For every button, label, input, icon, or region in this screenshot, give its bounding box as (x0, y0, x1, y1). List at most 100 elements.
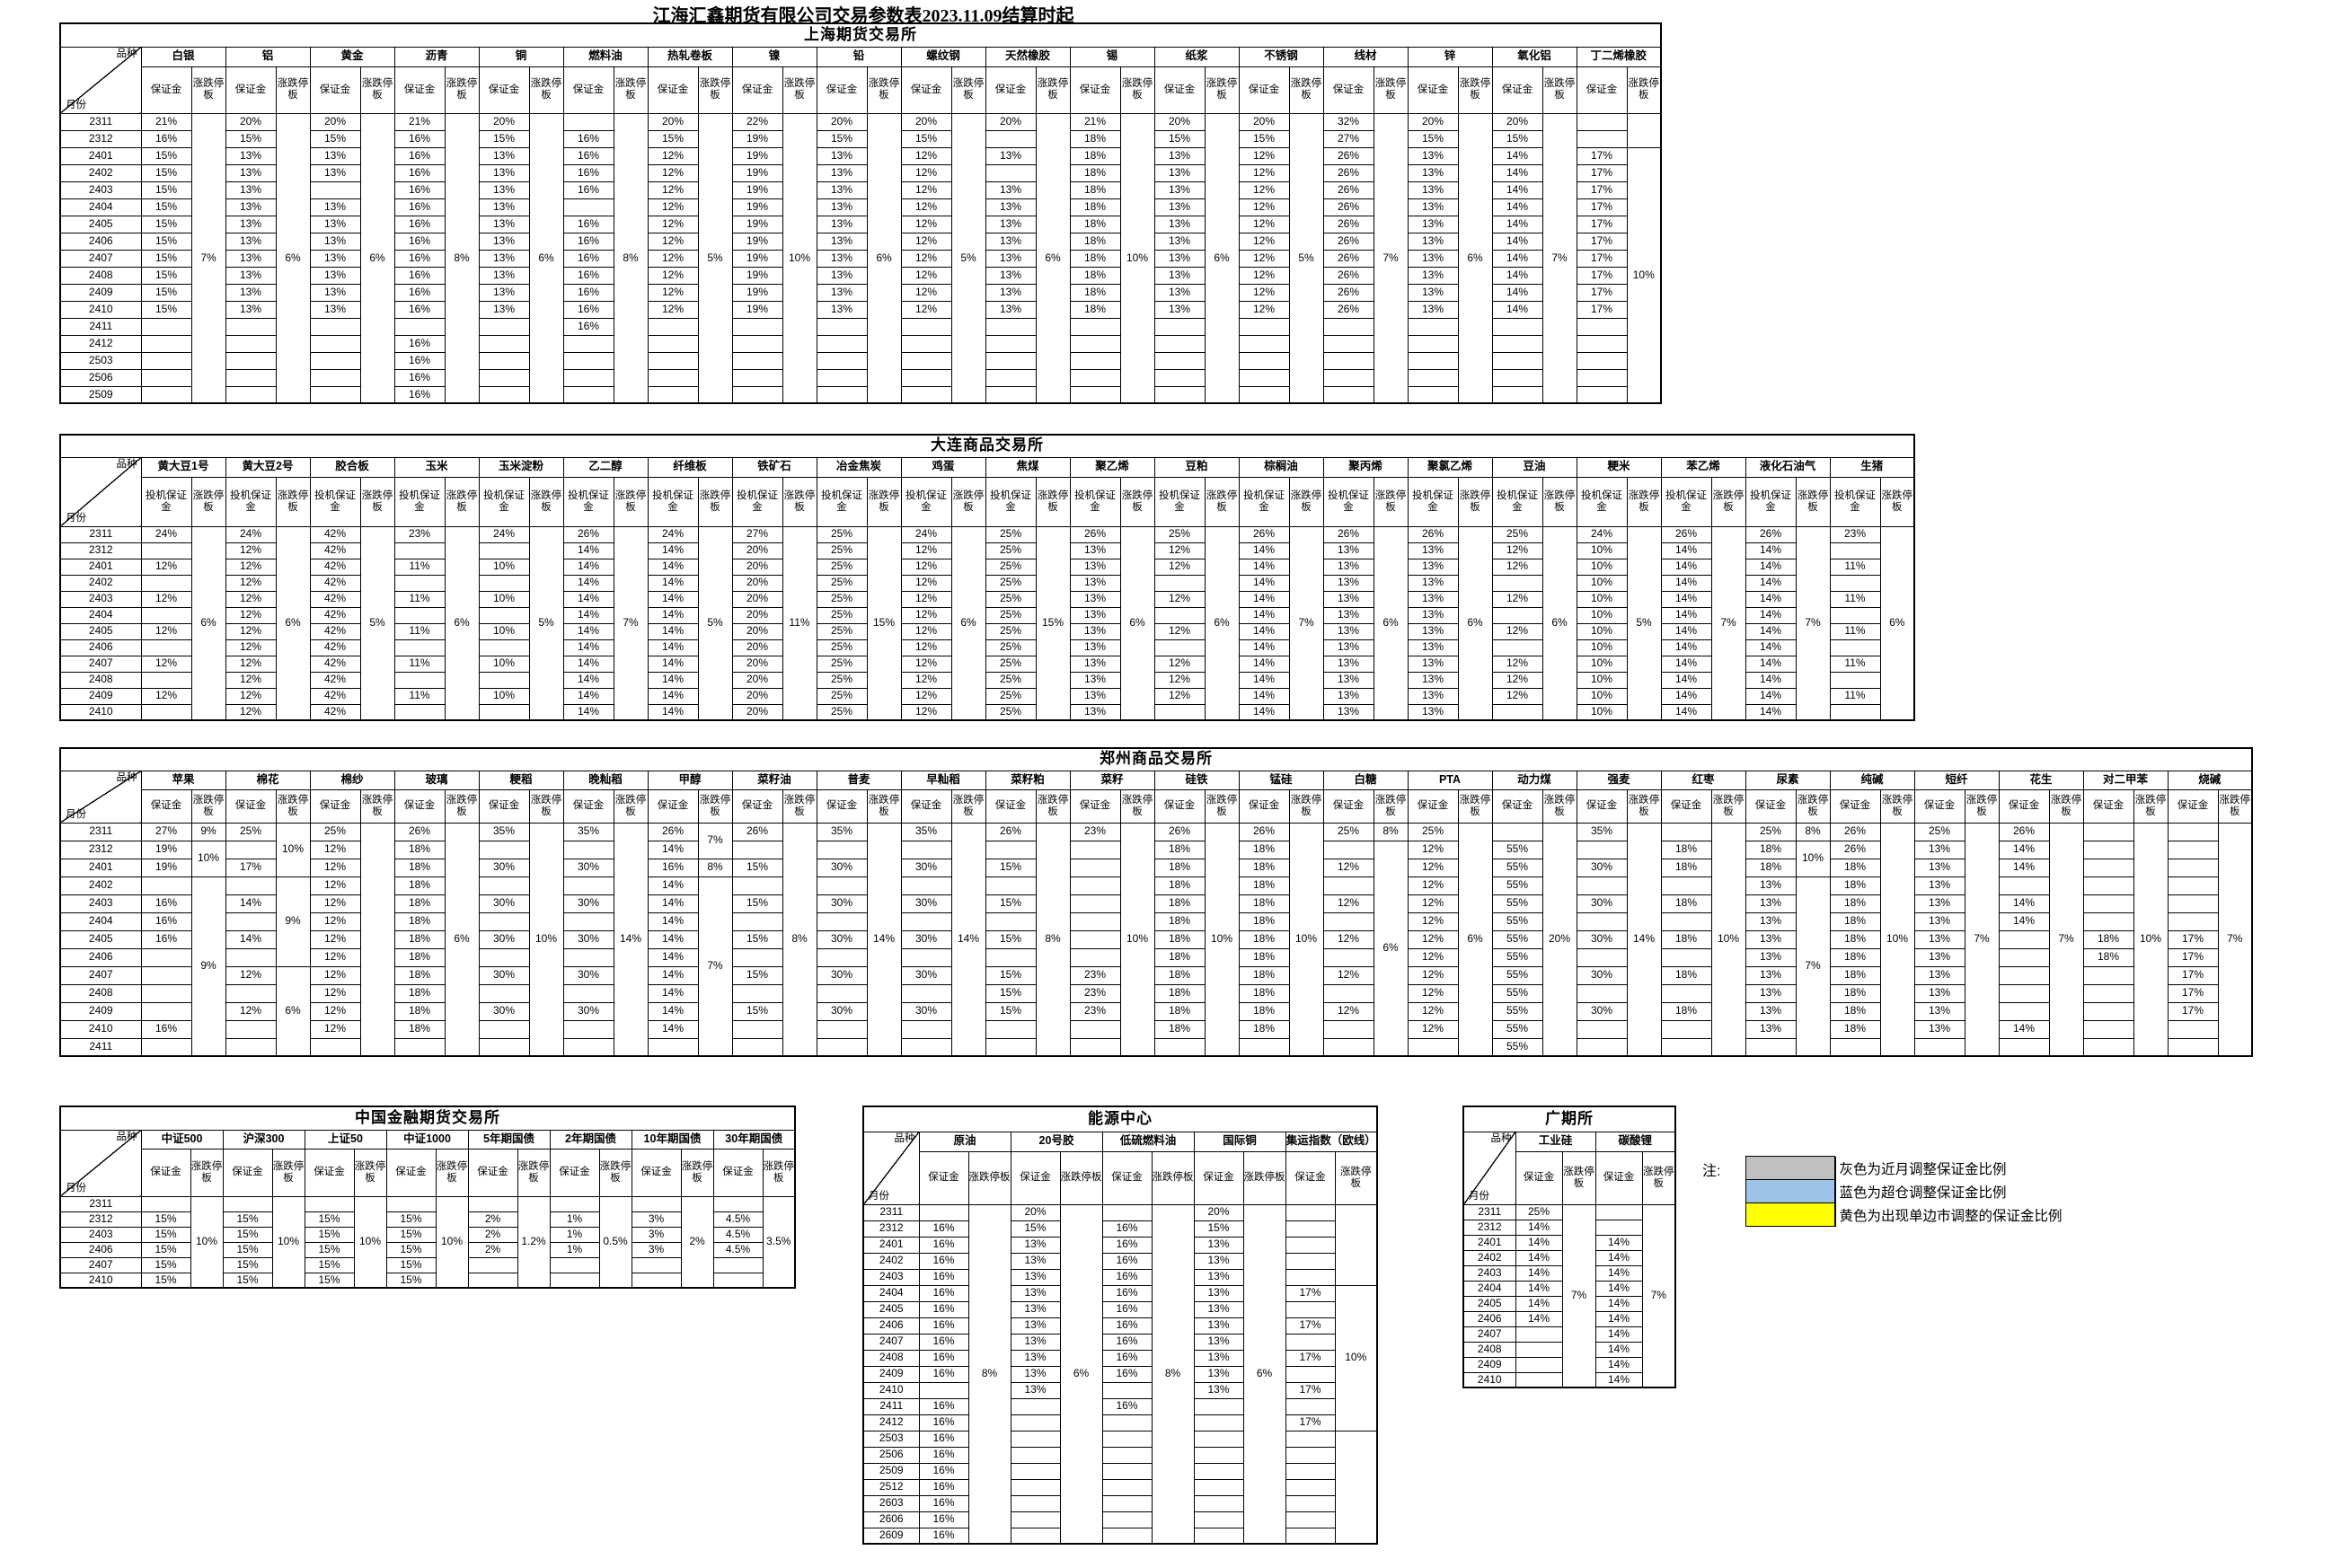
margin-cell[interactable]: 18% (1829, 894, 1881, 913)
margin-cell[interactable]: 12% (900, 163, 952, 182)
margin-cell[interactable]: 12% (225, 574, 277, 592)
limit-cell[interactable]: 5% (528, 525, 564, 721)
margin-cell[interactable]: 13% (1069, 574, 1121, 592)
margin-cell[interactable]: 16% (562, 249, 614, 268)
margin-cell[interactable] (225, 1019, 277, 1039)
margin-cell[interactable]: 12% (900, 639, 952, 656)
margin-cell[interactable]: 13% (985, 232, 1037, 251)
margin-cell[interactable]: 14% (647, 947, 699, 967)
margin-cell[interactable] (1576, 351, 1628, 370)
margin-cell[interactable]: 11% (1829, 622, 1881, 640)
margin-cell[interactable]: 20% (731, 687, 783, 705)
margin-cell[interactable]: 20% (731, 558, 783, 576)
margin-cell[interactable] (985, 368, 1037, 387)
margin-cell[interactable]: 18% (1153, 894, 1206, 913)
margin-cell[interactable]: 26% (562, 525, 614, 543)
limit-cell[interactable] (1334, 1203, 1378, 1286)
margin-cell[interactable]: 14% (647, 876, 699, 895)
limit-cell[interactable]: 7% (2048, 822, 2084, 1057)
margin-cell[interactable]: 16% (1101, 1397, 1153, 1415)
margin-cell[interactable] (631, 1256, 682, 1273)
margin-cell[interactable]: 18% (1829, 929, 1881, 949)
margin-cell[interactable]: 25% (816, 655, 868, 673)
margin-cell[interactable]: 13% (816, 163, 868, 182)
limit-cell[interactable]: 5% (1626, 525, 1662, 721)
margin-cell[interactable] (1491, 334, 1543, 353)
limit-cell[interactable]: 6% (1119, 525, 1155, 721)
margin-cell[interactable]: 12% (1238, 215, 1290, 233)
margin-cell[interactable]: 13% (1913, 929, 1965, 949)
margin-cell[interactable] (2167, 822, 2219, 841)
margin-cell[interactable] (304, 1195, 355, 1212)
margin-cell[interactable] (2082, 1037, 2134, 1057)
margin-cell[interactable]: 14% (1998, 858, 2050, 877)
limit-cell[interactable]: 5% (359, 525, 395, 721)
margin-cell[interactable]: 26% (1322, 300, 1374, 319)
margin-cell[interactable]: 26% (1069, 525, 1121, 543)
margin-cell[interactable]: 13% (1745, 1001, 1797, 1021)
margin-cell[interactable] (1576, 368, 1628, 387)
margin-cell[interactable]: 12% (309, 929, 361, 949)
margin-cell[interactable] (478, 639, 530, 656)
margin-cell[interactable]: 12% (1153, 622, 1206, 640)
margin-cell[interactable]: 27% (731, 525, 783, 543)
margin-cell[interactable]: 13% (1407, 146, 1459, 165)
margin-cell[interactable] (712, 1256, 764, 1273)
margin-cell[interactable]: 13% (1010, 1236, 1061, 1254)
limit-cell[interactable]: 10% (1626, 146, 1662, 404)
limit-cell[interactable]: 8% (1035, 822, 1071, 1057)
month-cell[interactable]: 2407 (1462, 1326, 1516, 1343)
margin-cell[interactable] (1515, 1341, 1563, 1358)
margin-cell[interactable]: 14% (647, 622, 699, 640)
margin-cell[interactable]: 16% (1101, 1236, 1153, 1254)
margin-cell[interactable]: 18% (1153, 858, 1206, 877)
margin-cell[interactable] (1407, 334, 1459, 353)
month-cell[interactable]: 2509 (862, 1462, 920, 1480)
margin-cell[interactable]: 18% (1069, 198, 1121, 216)
margin-cell[interactable] (1576, 840, 1628, 859)
margin-cell[interactable]: 16% (1101, 1349, 1153, 1367)
margin-cell[interactable] (1238, 1037, 1290, 1057)
margin-cell[interactable]: 16% (140, 912, 192, 931)
margin-cell[interactable]: 13% (1913, 1001, 1965, 1021)
margin-cell[interactable] (140, 351, 192, 370)
margin-cell[interactable]: 25% (1913, 822, 1965, 841)
margin-cell[interactable]: 14% (1594, 1280, 1643, 1297)
margin-cell[interactable]: 14% (1660, 558, 1712, 576)
margin-cell[interactable]: 1% (549, 1226, 600, 1243)
margin-cell[interactable] (2082, 876, 2134, 895)
month-cell[interactable]: 2406 (59, 232, 142, 251)
margin-cell[interactable]: 35% (900, 822, 952, 841)
margin-cell[interactable]: 13% (1069, 622, 1121, 640)
margin-cell[interactable]: 26% (1322, 266, 1374, 285)
margin-cell[interactable] (1829, 606, 1881, 624)
margin-cell[interactable]: 13% (1913, 1019, 1965, 1039)
margin-cell[interactable]: 18% (393, 876, 446, 895)
margin-cell[interactable]: 13% (1745, 929, 1797, 949)
margin-cell[interactable]: 16% (562, 266, 614, 285)
margin-cell[interactable]: 14% (1238, 639, 1290, 656)
margin-cell[interactable] (1069, 385, 1121, 404)
margin-cell[interactable] (647, 317, 699, 336)
margin-cell[interactable]: 14% (1515, 1280, 1563, 1297)
limit-cell[interactable]: 10% (1204, 822, 1240, 1057)
margin-cell[interactable]: 24% (478, 525, 530, 543)
margin-cell[interactable]: 14% (647, 671, 699, 689)
margin-cell[interactable] (393, 639, 446, 656)
margin-cell[interactable]: 12% (900, 283, 952, 302)
margin-cell[interactable] (140, 947, 192, 967)
margin-cell[interactable] (140, 1001, 192, 1021)
month-cell[interactable]: 2406 (1462, 1310, 1516, 1327)
margin-cell[interactable]: 15% (140, 163, 192, 182)
margin-cell[interactable]: 25% (1745, 822, 1797, 841)
margin-cell[interactable]: 17% (225, 858, 277, 877)
margin-cell[interactable] (900, 912, 952, 931)
margin-cell[interactable] (1010, 1462, 1061, 1480)
limit-cell[interactable]: 6% (359, 112, 395, 404)
margin-cell[interactable]: 12% (1407, 876, 1459, 895)
margin-cell[interactable]: 19% (731, 198, 783, 216)
month-cell[interactable]: 2412 (862, 1414, 920, 1431)
margin-cell[interactable]: 12% (900, 146, 952, 165)
margin-cell[interactable]: 18% (1660, 1001, 1712, 1021)
margin-cell[interactable] (1998, 1001, 2050, 1021)
